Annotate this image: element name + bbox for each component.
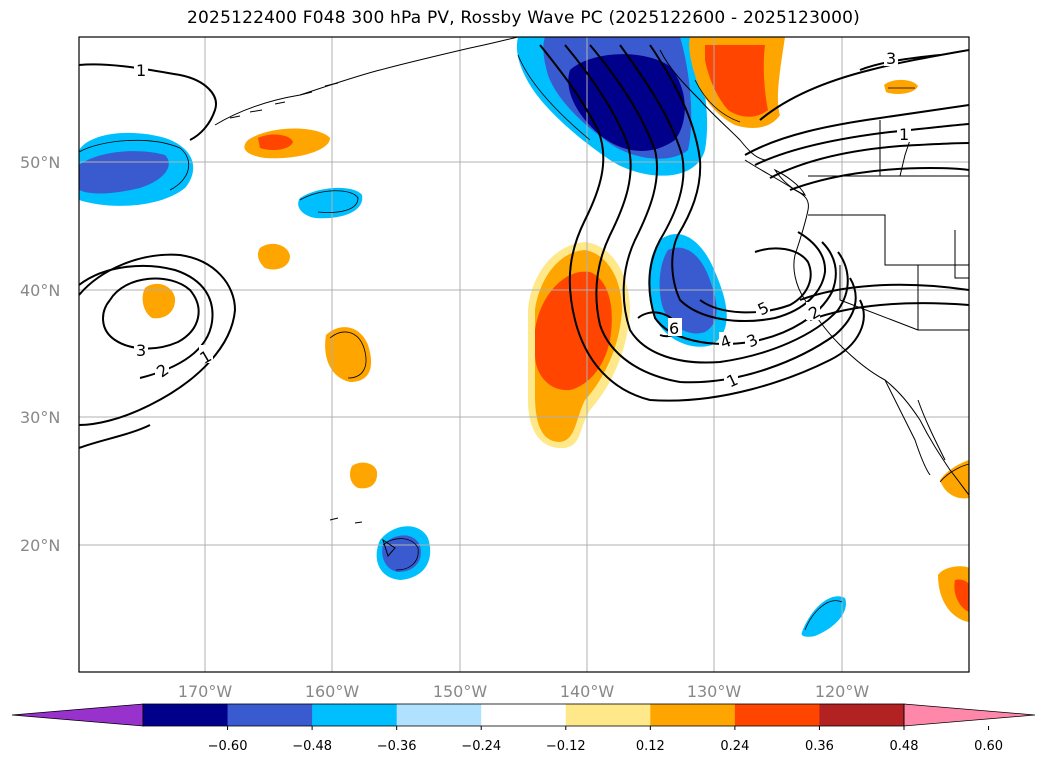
blob-outline-contours — [79, 54, 969, 631]
lon-label: 170°W — [178, 682, 233, 701]
us-west-coast — [793, 209, 969, 496]
colorbar-tick-label: 0.12 — [636, 739, 665, 754]
colorbar-cell — [481, 704, 567, 726]
contour-label-box — [155, 360, 169, 378]
pv-blob-central-inner — [659, 247, 717, 334]
colorbar-cell — [565, 704, 651, 726]
contour-label-box — [668, 318, 682, 336]
plot-frame — [78, 36, 970, 673]
colorbar-tick-label: −0.48 — [292, 739, 332, 754]
ridge-contour-e — [649, 44, 827, 322]
contour-low-mid — [79, 264, 214, 379]
colorbar-cell — [143, 704, 229, 726]
lon-label: 120°W — [815, 682, 870, 701]
contour-label-box — [724, 370, 738, 388]
contour-1-north — [79, 63, 217, 141]
state-borders — [808, 214, 969, 331]
colorbar-tick-label: 0.60 — [974, 739, 1003, 754]
pv-blob-north-pale — [884, 79, 918, 94]
plot-area — [79, 37, 969, 672]
ridge-contour-b — [564, 44, 857, 384]
pv-blob-east-mexico — [940, 460, 969, 499]
lon-label: 160°W — [305, 682, 360, 701]
lon-label: 140°W — [560, 682, 615, 701]
contour-label-box — [719, 332, 733, 350]
contour-label-box — [897, 124, 911, 142]
ridge-contour-c — [589, 44, 849, 364]
contour-label-box — [134, 341, 148, 359]
contour-low-inner — [102, 277, 200, 350]
contour-low-outer — [79, 253, 237, 426]
gulf-of-california — [917, 399, 946, 461]
pv-blob-southeast-core — [954, 579, 969, 612]
colorbar-tick-label: 0.36 — [805, 739, 834, 754]
contour-outer-ring-3 — [769, 142, 969, 179]
contour-label-box — [884, 48, 898, 66]
contour-outer-ring-1 — [744, 104, 969, 156]
ridge-contour-d — [619, 44, 837, 345]
map-title: 2025122400 F048 300 hPa PV, Rossby Wave … — [187, 8, 860, 28]
contour-label-box — [134, 61, 148, 79]
contour-label-box — [806, 302, 820, 320]
colorbar-cell — [819, 704, 905, 726]
aleutian-islands — [229, 82, 339, 119]
colorbar-frame — [142, 703, 905, 727]
pv-blob-165w-52n-core — [258, 134, 293, 150]
colorbar-extend-left — [11, 703, 144, 727]
latitude-labels: 50°N 40°N 30°N 20°N — [20, 153, 60, 555]
pv-blob-south — [801, 596, 846, 637]
pv-blob-157w-25n — [350, 462, 378, 489]
colorbar-cell — [312, 704, 398, 726]
contour-label: 6 — [669, 319, 679, 338]
colorbar-tick-label: −0.36 — [377, 739, 417, 754]
lon-label: 150°W — [433, 682, 488, 701]
contour-east-low — [799, 283, 969, 301]
contour-labels: 1 1 2 3 1 2 3 4 5 6 1 3 — [134, 48, 911, 391]
lat-label: 40°N — [20, 281, 60, 300]
contour-label: 3 — [886, 49, 896, 68]
positive-pv-anomaly-blobs — [142, 37, 969, 622]
ridge-contour-f — [699, 247, 812, 314]
contour-low-edge — [79, 424, 151, 449]
contour-label-box — [756, 298, 770, 316]
contour-label: 3 — [136, 341, 146, 360]
contour-label-box — [199, 345, 213, 363]
alaska-peninsula-coast — [214, 37, 519, 126]
baja-california — [884, 379, 931, 476]
lat-label: 50°N — [20, 153, 60, 172]
contour-outer-ring-4 — [789, 166, 969, 191]
colorbar: −0.60 −0.48 −0.36 −0.24 −0.12 0.12 0.24 0.36 0.4… — [11, 703, 1036, 754]
colorbar-cell — [734, 704, 820, 726]
vancouver-island — [773, 168, 807, 196]
colorbar-extend-right — [903, 703, 1036, 727]
lat-label: 30°N — [20, 408, 60, 427]
colorbar-tick-label: −0.12 — [546, 739, 586, 754]
colorbar-tick-label: −0.60 — [208, 739, 248, 754]
lat-label: 20°N — [20, 536, 60, 555]
colorbar-cell — [227, 704, 313, 726]
contour-label: 1 — [136, 61, 146, 80]
pv-blob-165w-43n — [257, 243, 290, 270]
contour-label-box — [745, 330, 759, 348]
contour-outer-ring-2 — [754, 123, 969, 166]
hawaii-islands — [329, 517, 396, 558]
colorbar-tick-label: 0.48 — [890, 739, 919, 754]
pv-blob-175w-39n — [142, 283, 176, 319]
contour-label: 1 — [899, 125, 909, 144]
longitude-labels: 170°W 160°W 150°W 140°W 130°W 120°W — [178, 682, 870, 701]
contour-east-low-2 — [809, 302, 969, 321]
pv-blob-northeast-core — [705, 45, 768, 117]
ridge-contour-a — [539, 44, 865, 402]
colorbar-tick-label: 0.24 — [720, 739, 749, 754]
colorbar-tick-label: −0.24 — [461, 739, 501, 754]
pv-blob-160w-36n — [325, 327, 372, 382]
colorbar-cell — [396, 704, 482, 726]
lon-label: 130°W — [687, 682, 742, 701]
rossby-wave-contours — [79, 44, 969, 449]
colorbar-cell — [650, 704, 736, 726]
